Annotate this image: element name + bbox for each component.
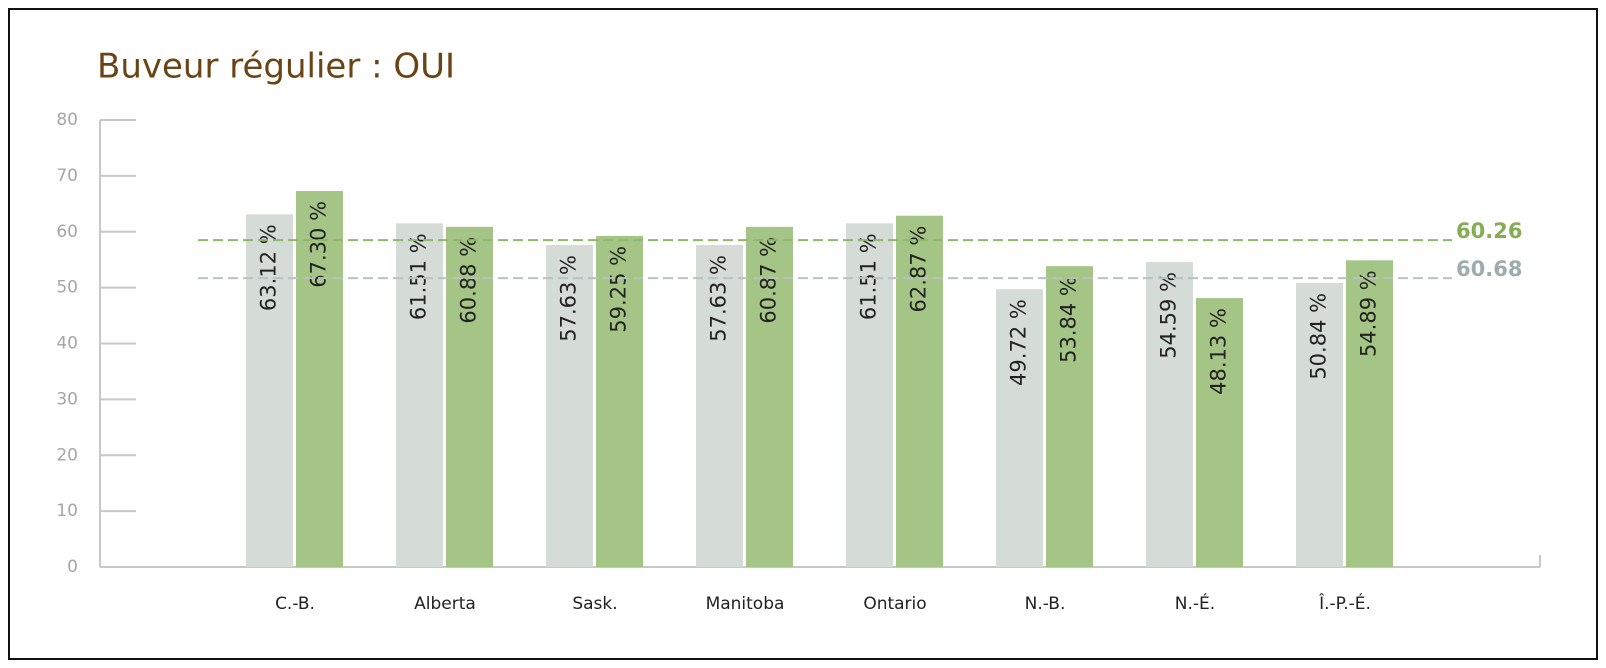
x-tick-label: Î.-P.-É. [1318,592,1371,614]
y-tick-label: 0 [67,557,78,577]
bar [296,190,343,567]
value-label: 54.89 % [1357,270,1381,357]
bar [1346,260,1393,567]
reference-label: 60.68 [1456,257,1522,281]
bar [1196,298,1243,567]
x-tick-label: Manitoba [706,594,785,614]
bar [246,214,293,567]
reference-label: 60.26 [1456,219,1522,243]
value-label: 57.63 % [557,255,581,342]
value-label: 61.51 % [407,233,431,320]
value-label: 62.87 % [907,226,931,313]
y-tick-label: 30 [56,389,78,409]
value-label: 63.12 % [257,224,281,311]
bar [896,215,943,568]
x-tick-label: Ontario [863,594,926,614]
x-tick-label: N.-É. [1175,592,1215,614]
value-label: 57.63 % [707,255,731,342]
value-label: 61.51 % [857,233,881,320]
y-tick-label: 70 [56,166,78,186]
bar [546,244,593,567]
bar [846,223,893,568]
bar [596,235,643,568]
y-tick-label: 80 [56,110,78,130]
y-tick-label: 40 [56,334,78,354]
x-tick-label: Alberta [414,594,476,614]
y-tick-label: 20 [56,445,78,465]
value-label: 48.13 % [1207,308,1231,395]
chart-title: Buveur régulier : OUI [97,47,455,87]
bar [1046,266,1093,567]
y-tick-label: 10 [56,501,78,521]
bar [396,223,443,568]
value-label: 60.87 % [757,237,781,324]
x-tick-label: N.-B. [1025,594,1066,614]
y-tick-label: 60 [56,222,78,242]
value-label: 54.59 % [1157,272,1181,359]
bar [1146,261,1193,567]
bar [996,289,1043,567]
y-tick-label: 50 [56,278,78,298]
value-label: 53.84 % [1057,276,1081,363]
value-label: 59.25 % [607,246,631,333]
bar [446,226,493,567]
x-tick-label: C.-B. [275,594,315,614]
bar [746,226,793,568]
x-tick-label: Sask. [572,594,617,614]
value-label: 67.30 % [307,201,331,288]
bar [696,244,743,567]
value-label: 49.72 % [1007,299,1031,386]
bar [1296,282,1343,567]
value-label: 50.84 % [1307,293,1331,380]
value-label: 60.88 % [457,237,481,324]
